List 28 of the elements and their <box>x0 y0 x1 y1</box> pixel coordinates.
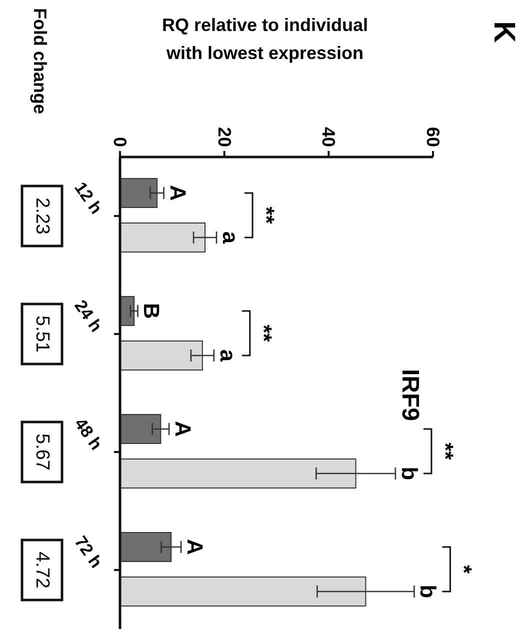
y-tick-label: 12 h <box>70 178 106 218</box>
y-tick-label: 24 h <box>70 296 106 336</box>
y-tick-label: 48 h <box>70 414 106 454</box>
annotation: b <box>416 584 441 598</box>
x-axis-title: RQ relative to individual with lowest expression <box>162 15 368 63</box>
text: K <box>488 21 520 44</box>
text: Fold change <box>30 8 50 114</box>
annotation: b <box>396 466 422 480</box>
text: 4.72 <box>32 552 52 588</box>
text: * <box>452 564 477 574</box>
annotation: A <box>165 185 190 202</box>
text: 5.51 <box>32 316 52 352</box>
annotation: ** <box>251 324 276 342</box>
annotation: a <box>218 231 244 244</box>
annotation: A <box>182 539 208 556</box>
x-tick-label: 40 <box>318 126 339 147</box>
text: 2.23 <box>32 198 52 234</box>
x-tick-label: 60 <box>423 126 443 147</box>
annotation: ** <box>432 442 458 460</box>
y-tick-label: 72 h <box>70 532 106 572</box>
text: 5.67 <box>32 434 52 470</box>
annotation: A <box>170 421 196 438</box>
annotation: ** <box>254 206 280 224</box>
annotation: B <box>139 303 164 319</box>
annotation: a <box>215 349 240 362</box>
x-tick-label: 0 <box>110 136 130 147</box>
x-tick-label: 20 <box>214 126 234 147</box>
text: IRF9 <box>396 368 424 422</box>
